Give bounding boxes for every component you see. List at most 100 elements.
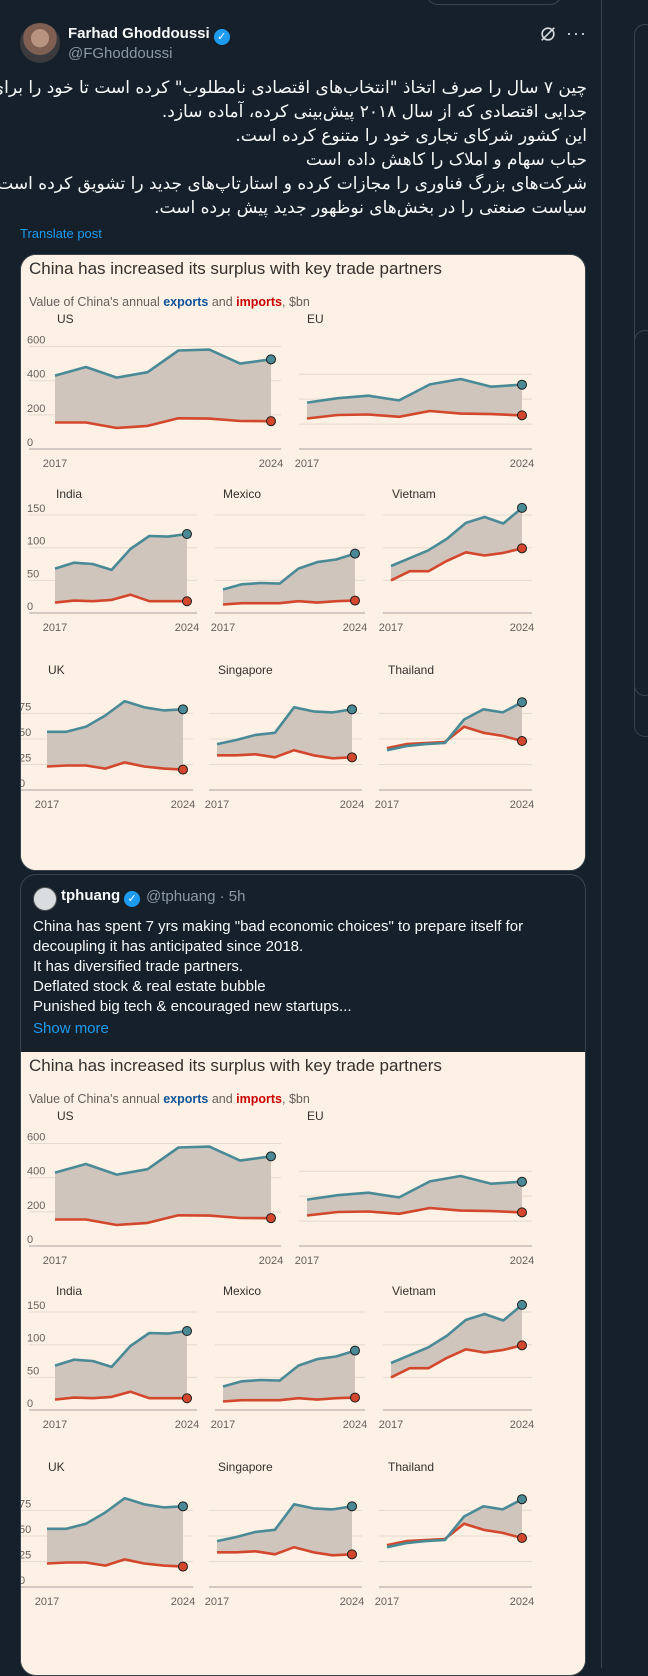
quoted-post[interactable]: tphuang ✓ @tphuang · 5h China has spent 7… <box>20 874 586 1676</box>
post-media-image[interactable]: China has increased its surplus with key… <box>20 254 586 871</box>
author-name[interactable]: Farhad Ghoddoussi ✓ <box>68 25 230 45</box>
imports-line <box>306 409 523 420</box>
y-tick-label: 25 <box>21 1549 31 1561</box>
exports-end-point <box>347 1501 357 1512</box>
y-tick-label: 0 <box>27 1234 33 1246</box>
y-tick-label: 100 <box>27 1333 45 1345</box>
exports-end-point <box>347 704 357 715</box>
x-tick-label: 2017 <box>375 799 399 811</box>
more-icon[interactable]: ··· <box>566 23 587 43</box>
imports-end-point <box>266 1213 276 1224</box>
quoted-text-line: It has diversified trade partners. <box>33 958 244 975</box>
y-tick-label: 75 <box>21 701 31 713</box>
quoted-text-line: China has spent 7 yrs making "bad econom… <box>33 918 524 935</box>
quoted-author-name[interactable]: tphuang ✓ <box>61 887 141 907</box>
panel-vietnam: Vietnam 2017 2024 <box>379 487 534 634</box>
post-text: چین ۷ سال را صرف اتخاذ "انتخاب‌های اقتصا… <box>0 76 587 220</box>
panel-label: Vietnam <box>392 487 436 501</box>
verified-badge-icon: ✓ <box>124 890 141 907</box>
x-tick-label: 2024 <box>340 1596 364 1608</box>
surplus-area <box>217 707 352 759</box>
y-tick-label: 150 <box>27 503 45 515</box>
panel-thailand: Thailand 2017 2024 <box>375 1460 534 1608</box>
x-tick-label: 2017 <box>295 458 319 470</box>
x-tick-label: 2024 <box>510 458 534 470</box>
imports-end-point <box>347 1549 357 1560</box>
exports-end-point <box>178 1501 188 1512</box>
panel-singapore: Singapore 2017 2024 <box>205 663 364 811</box>
legend-exports: exports <box>163 1092 209 1106</box>
post-text-line: حباب سهام و املاک را کاهش داده است <box>305 150 587 170</box>
x-tick-label: 2017 <box>295 1255 319 1267</box>
y-tick-label: 0 <box>21 778 25 790</box>
imports-end-point <box>182 1393 192 1404</box>
y-tick-label: 150 <box>27 1300 45 1312</box>
exports-end-point <box>517 1299 527 1310</box>
panel-singapore: Singapore 2017 2024 <box>205 1460 364 1608</box>
imports-line <box>217 1545 353 1557</box>
x-tick-label: 2024 <box>259 1255 283 1267</box>
author-avatar[interactable] <box>20 23 60 63</box>
legend-exports: exports <box>163 295 209 309</box>
y-tick-label: 25 <box>21 752 31 764</box>
quoted-media-image[interactable]: China has increased its surplus with key… <box>21 1052 585 1675</box>
quoted-author-avatar[interactable] <box>33 887 57 911</box>
imports-line <box>55 1214 272 1227</box>
y-tick-label: 600 <box>27 335 45 347</box>
post-text-line: جدایی اقتصادی که از سال ۲۰۱۸ پیش‌بینی کر… <box>161 102 587 122</box>
show-more-link[interactable]: Show more <box>33 1020 109 1037</box>
exports-line <box>47 699 184 734</box>
subtitle-text: and <box>208 1092 237 1106</box>
x-tick-label: 2024 <box>171 799 195 811</box>
translate-post-link[interactable]: Translate post <box>20 226 102 241</box>
surplus-area <box>387 1499 522 1548</box>
quoted-text: China has spent 7 yrs making "bad econom… <box>33 917 573 1017</box>
imports-line <box>386 1522 523 1547</box>
legend-imports: imports <box>236 1092 283 1106</box>
surplus-area <box>307 1176 522 1216</box>
exports-line <box>386 701 523 752</box>
trade-chart: China has increased its surplus with key… <box>21 1052 585 1667</box>
author-handle[interactable]: @FGhoddoussi <box>68 45 173 62</box>
imports-end-point <box>178 1561 188 1572</box>
grok-icon[interactable] <box>539 25 557 43</box>
post-text-line: چین ۷ سال را صرف اتخاذ "انتخاب‌های اقتصا… <box>0 78 587 98</box>
panel-eu: EU 2017 2024 <box>295 312 534 470</box>
chart-plot-area: 0 200 400 600 US 2017 2024 EU 2017 2024 0 50 100 150 I… <box>21 312 534 811</box>
panel-label: Mexico <box>223 1284 261 1298</box>
imports-end-point <box>347 752 357 763</box>
x-tick-label: 2017 <box>35 799 59 811</box>
panel-label: UK <box>48 663 65 677</box>
x-tick-label: 2024 <box>175 622 199 634</box>
panel-mexico: Mexico 2017 2024 <box>211 1284 367 1431</box>
y-tick-label: 400 <box>27 1166 45 1178</box>
imports-line <box>222 599 356 606</box>
exports-line <box>54 348 272 379</box>
imports-end-point <box>517 1340 527 1351</box>
quoted-text-line: decoupling it has anticipated since 2018… <box>33 938 304 955</box>
surplus-area <box>55 349 271 428</box>
imports-end-point <box>517 1532 527 1543</box>
chart-subtitle: Value of China's annual exports and impo… <box>29 1092 310 1106</box>
imports-line <box>222 1396 356 1403</box>
exports-line <box>390 1303 523 1365</box>
y-tick-label: 75 <box>21 1498 31 1510</box>
x-tick-label: 2017 <box>205 1596 229 1608</box>
y-tick-label: 200 <box>27 1200 45 1212</box>
imports-end-point <box>350 1392 360 1403</box>
exports-end-point <box>182 528 192 539</box>
quoted-handle-time[interactable]: @tphuang · 5h <box>146 888 246 905</box>
x-tick-label: 2017 <box>43 458 67 470</box>
exports-line <box>306 377 523 404</box>
x-tick-label: 2017 <box>375 1596 399 1608</box>
panel-label: Thailand <box>388 663 434 677</box>
exports-end-point <box>517 697 527 708</box>
panel-label: India <box>56 1284 82 1298</box>
legend-imports: imports <box>236 295 283 309</box>
x-tick-label: 2017 <box>43 1419 67 1431</box>
y-tick-label: 600 <box>27 1132 45 1144</box>
chart-subtitle: Value of China's annual exports and impo… <box>29 295 310 309</box>
imports-end-point <box>517 1207 527 1218</box>
imports-line <box>46 1558 184 1568</box>
x-tick-label: 2024 <box>510 622 534 634</box>
